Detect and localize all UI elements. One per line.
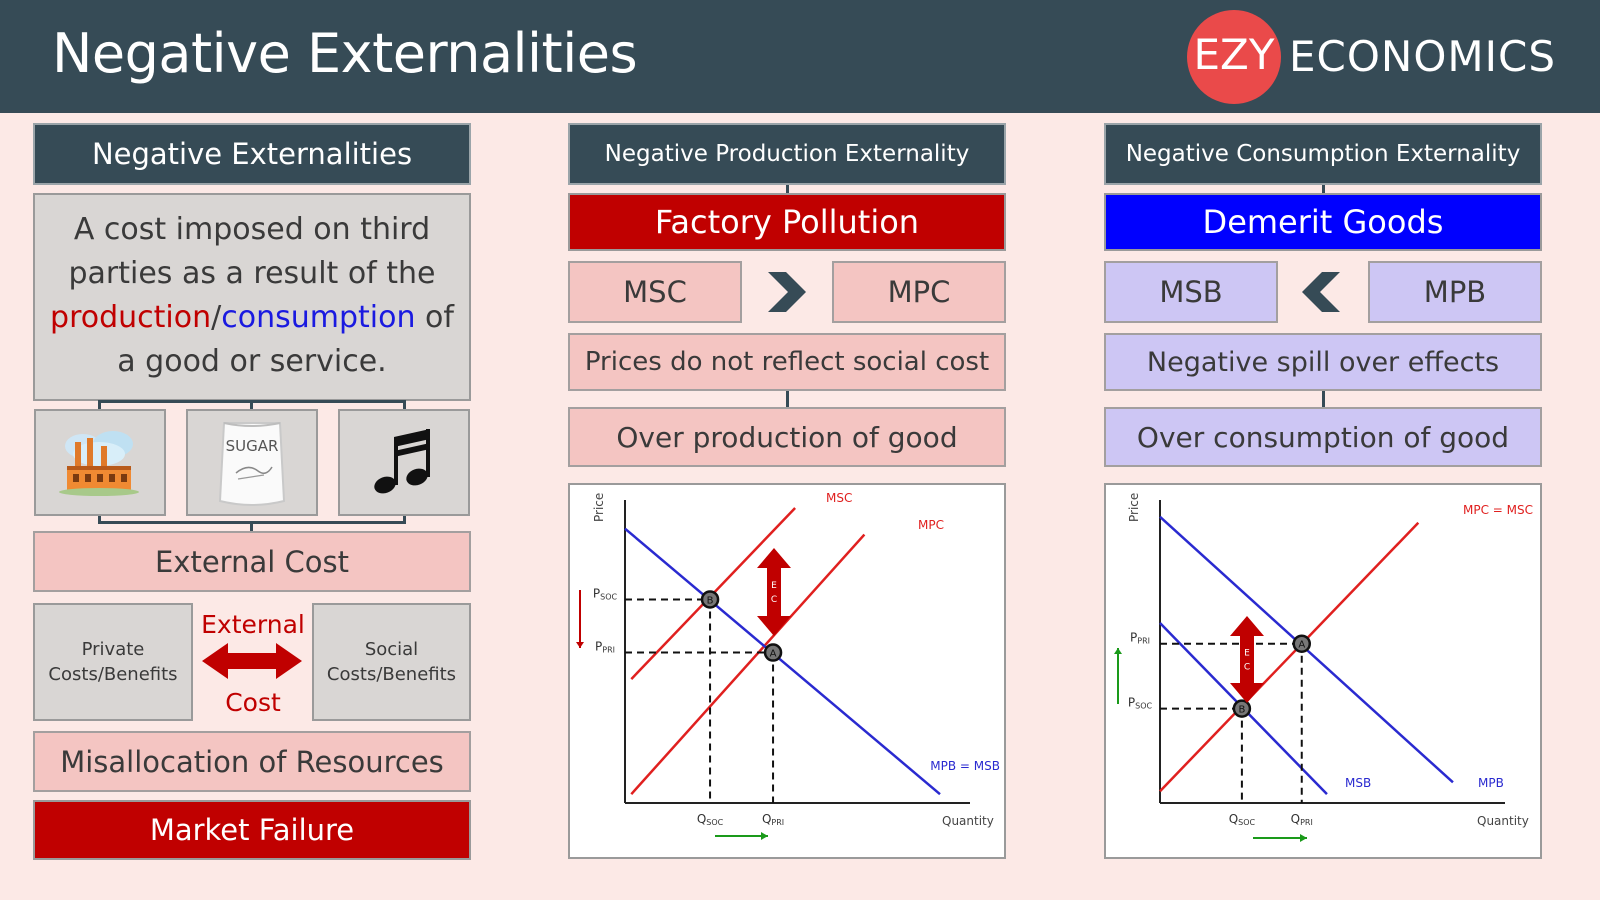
- x-axis-label: Quantity: [942, 814, 994, 828]
- mpb-box: MPB: [1368, 261, 1542, 323]
- connector: [98, 401, 101, 410]
- ec-arrow-label: E: [771, 581, 777, 591]
- music-icon-box: [338, 409, 470, 516]
- equilibrium-point: [1292, 634, 1311, 653]
- sugar-label: SUGAR: [226, 437, 279, 455]
- right-title: Negative Consumption Externality: [1104, 123, 1542, 185]
- connector: [98, 400, 406, 403]
- negative-spillover-box: Negative spill over effects: [1104, 333, 1542, 391]
- connector: [403, 515, 406, 523]
- production-word: production: [50, 300, 212, 335]
- slash: /: [211, 300, 222, 335]
- price-change-arrowhead: [576, 642, 584, 648]
- equilibrium-point-label: A: [1298, 640, 1305, 651]
- series-label: MPC: [918, 518, 944, 532]
- x-tick-label: QPRI: [762, 812, 784, 827]
- connector: [786, 185, 789, 193]
- series-label: MSC: [826, 491, 852, 505]
- cost-label: Cost: [225, 688, 281, 717]
- connector: [250, 521, 253, 531]
- over-consumption-box: Over consumption of good: [1104, 407, 1542, 467]
- connector: [98, 515, 101, 523]
- quantity-change-arrowhead: [761, 832, 768, 840]
- definition-line-2: parties as a result of the: [68, 256, 436, 291]
- y-tick-label: PPRI: [595, 640, 615, 655]
- series-line-mpb-msb: [624, 527, 941, 796]
- msc-box: MSC: [568, 261, 742, 323]
- equilibrium-point-label: B: [1238, 705, 1245, 716]
- logo-economics: ECONOMICS: [1289, 32, 1557, 81]
- external-label: External: [201, 610, 305, 639]
- misallocation-box: Misallocation of Resources: [33, 731, 471, 792]
- demerit-goods-banner: Demerit Goods: [1104, 193, 1542, 251]
- logo-ezy: EZY: [1193, 30, 1275, 79]
- over-production-box: Over production of good: [568, 407, 1006, 467]
- ec-arrow: [1230, 616, 1264, 703]
- factory-icon: [59, 430, 139, 496]
- series-label: MSB: [1345, 776, 1371, 790]
- y-tick-label: PSOC: [1128, 696, 1153, 711]
- connector: [786, 391, 789, 407]
- series-line-mpc: [630, 533, 866, 795]
- x-tick-label: QSOC: [697, 812, 724, 827]
- logo-circle: [1187, 10, 1281, 104]
- of-word: of: [415, 300, 454, 335]
- equilibrium-point: [1232, 699, 1252, 718]
- connector: [403, 401, 406, 410]
- equilibrium-point: [700, 590, 720, 609]
- msb-box: MSB: [1104, 261, 1278, 323]
- series-label: MPB = MSB: [930, 759, 1000, 773]
- series-label: MPC = MSC: [1463, 503, 1533, 517]
- left-title: Negative Externalities: [33, 123, 471, 185]
- consumption-word: consumption: [221, 300, 416, 335]
- factory-pollution-banner: Factory Pollution: [568, 193, 1006, 251]
- ec-arrow-label: C: [1244, 663, 1250, 673]
- prices-not-reflect-box: Prices do not reflect social cost: [568, 333, 1006, 391]
- equilibrium-point: [763, 643, 783, 662]
- series-label: MPB: [1478, 776, 1504, 790]
- private-costs-box: Private Costs/Benefits: [33, 603, 193, 721]
- connector: [250, 401, 253, 410]
- social-costs-box: Social Costs/Benefits: [312, 603, 471, 721]
- x-tick-label: QSOC: [1229, 812, 1256, 827]
- factory-icon-box: [34, 409, 166, 516]
- connector: [1322, 391, 1325, 407]
- ec-arrow: [757, 548, 791, 636]
- ec-arrow-label: C: [771, 595, 777, 605]
- page-title: Negative Externalities: [52, 22, 638, 85]
- definition-text: A cost imposed on third parties as a res…: [34, 208, 470, 384]
- consumption-chart-box: [1104, 483, 1542, 859]
- y-axis-label: Price: [1127, 493, 1141, 522]
- y-axis-label: Price: [592, 493, 606, 522]
- y-tick-label: PSOC: [593, 586, 618, 601]
- sugar-icon-box: SUGAR: [186, 409, 318, 516]
- y-tick-label: PPRI: [1130, 631, 1150, 646]
- connector: [1322, 185, 1325, 193]
- sugar-bag-icon: SUGAR: [218, 421, 286, 506]
- x-tick-label: QPRI: [1291, 812, 1313, 827]
- production-chart-box: [568, 483, 1006, 859]
- quantity-change-arrowhead: [1300, 834, 1307, 842]
- mpc-box: MPC: [832, 261, 1006, 323]
- series-line-mpc-msc: [1159, 521, 1420, 793]
- x-axis-label: Quantity: [1477, 814, 1529, 828]
- price-change-arrowhead: [1114, 648, 1122, 654]
- definition-line-4: a good or service.: [117, 344, 387, 379]
- music-note-icon: [374, 428, 430, 493]
- middle-title: Negative Production Externality: [568, 123, 1006, 185]
- definition-line-3: production/consumption of: [34, 296, 470, 340]
- ec-arrow-label: E: [1244, 649, 1250, 659]
- equilibrium-point-label: B: [707, 595, 714, 606]
- external-cost-box: External Cost: [33, 531, 471, 592]
- equilibrium-point-label: A: [770, 649, 777, 660]
- header-bar: Negative Externalities EZY ECONOMICS: [0, 0, 1600, 113]
- market-failure-box: Market Failure: [33, 800, 471, 860]
- definition-line-1: A cost imposed on third: [73, 212, 431, 247]
